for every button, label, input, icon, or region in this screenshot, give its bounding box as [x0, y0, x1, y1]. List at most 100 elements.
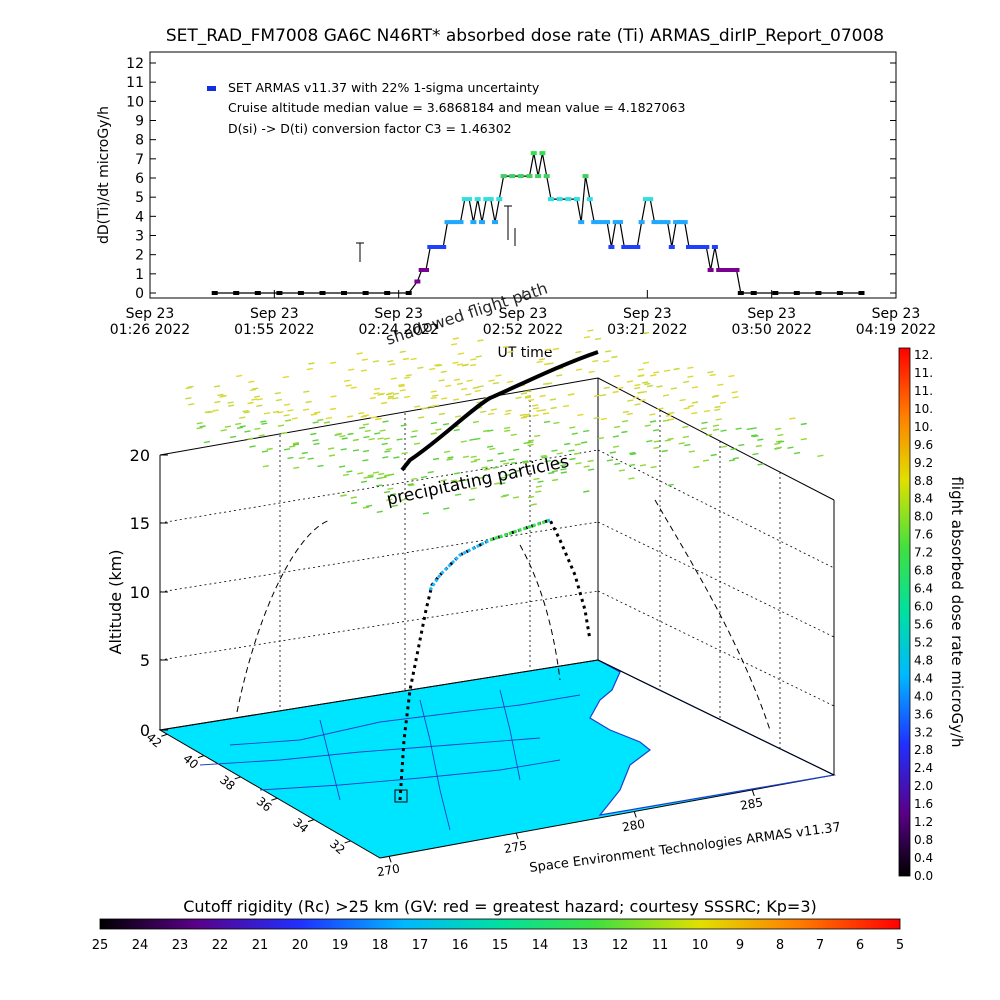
particle-dash — [456, 363, 464, 366]
dose-point — [319, 291, 326, 295]
particle-dash — [508, 458, 515, 461]
particle-dash — [507, 350, 514, 354]
particle-dash — [407, 483, 414, 486]
particle-dash — [587, 329, 594, 332]
particle-dash — [430, 390, 437, 393]
particle-dash — [663, 369, 671, 372]
particle-dash — [275, 398, 283, 402]
particle-dash — [229, 435, 237, 439]
dose-point — [211, 291, 218, 295]
particle-dash — [303, 390, 310, 393]
particle-dash — [550, 406, 557, 410]
particle-dash — [373, 387, 381, 391]
particle-dash — [377, 393, 384, 396]
particle-dash — [370, 416, 377, 419]
particle-dash — [356, 352, 363, 355]
particle-dash — [544, 460, 551, 463]
particle-dash — [474, 389, 481, 393]
particle-dash — [592, 359, 599, 363]
particle-dash — [239, 416, 246, 419]
particle-dash — [504, 473, 511, 477]
particle-dash — [410, 435, 417, 438]
particle-dash — [486, 459, 494, 462]
particle-dash — [452, 398, 460, 401]
particle-dash — [628, 477, 635, 480]
particle-dash — [244, 430, 251, 433]
y-tick-label: 6 — [135, 171, 144, 187]
rigidity-tick-label: 7 — [816, 938, 824, 953]
particle-dash — [384, 450, 391, 453]
particle-dash — [542, 382, 550, 385]
credit-text: Space Environment Technologies ARMAS v11… — [529, 820, 842, 876]
particle-dash — [535, 490, 542, 493]
particle-dash — [492, 382, 500, 385]
dose-point — [535, 174, 542, 179]
particle-dash — [317, 464, 324, 468]
colorbar-tick-label: 5.6 — [914, 617, 933, 631]
particle-dash — [653, 371, 660, 374]
colorbar-tick-label: 9.2 — [914, 456, 933, 470]
particle-dash — [548, 471, 555, 475]
particle-dash — [375, 484, 383, 487]
particle-dash — [362, 449, 370, 453]
particle-dash — [573, 452, 581, 455]
dose-point — [435, 245, 442, 249]
particle-dash — [650, 374, 657, 377]
particle-dash — [363, 435, 370, 439]
particle-dash — [571, 432, 578, 435]
dose-point — [630, 245, 636, 249]
particle-dash — [614, 462, 621, 466]
particle-dash — [487, 412, 495, 416]
particle-dash — [413, 405, 421, 408]
shadowed-flight-path-top — [400, 350, 599, 472]
dose-point — [673, 220, 680, 225]
particle-dash — [775, 446, 782, 449]
particle-dash — [594, 337, 602, 341]
particle-dash — [775, 440, 783, 443]
particle-dash — [587, 459, 594, 463]
particle-dash — [628, 463, 636, 467]
particle-dash — [664, 439, 671, 442]
particle-dash — [603, 360, 610, 363]
error-bars — [356, 205, 516, 262]
dose-point — [655, 220, 662, 225]
particle-dash — [712, 424, 720, 427]
3d-box — [159, 377, 835, 776]
particle-dash — [470, 460, 477, 463]
particle-dash — [523, 441, 530, 445]
particle-dash — [606, 459, 614, 462]
particle-dash — [646, 440, 653, 443]
particle-dash — [502, 494, 510, 497]
particle-dash — [330, 361, 337, 364]
particle-dash — [539, 394, 546, 398]
particle-dash — [728, 459, 736, 462]
dose-point — [405, 291, 412, 295]
particle-dash — [634, 386, 641, 390]
dose-point — [642, 197, 649, 202]
particle-dash — [627, 399, 634, 402]
particle-dash — [361, 358, 368, 361]
particle-dash — [254, 427, 261, 430]
particle-dash — [365, 504, 373, 508]
particle-dash — [401, 452, 408, 455]
x-tick-date: Sep 23 — [747, 306, 796, 322]
latitude-tick-mark — [271, 797, 278, 801]
particle-dash — [707, 371, 714, 374]
particle-dash — [350, 496, 357, 499]
dose-point — [703, 245, 710, 249]
particle-dash — [284, 419, 292, 422]
particle-dash — [374, 418, 382, 421]
particle-dash — [384, 473, 392, 477]
particle-dash — [203, 440, 211, 444]
particle-dash — [714, 408, 721, 411]
dose-point — [595, 220, 602, 225]
particle-dash — [543, 420, 551, 424]
particle-dash — [251, 398, 258, 401]
particle-dash — [327, 447, 335, 450]
y-tick-label: 7 — [135, 152, 144, 168]
particle-dash — [670, 387, 677, 390]
dose-point — [617, 220, 623, 225]
particle-dash — [247, 437, 254, 440]
particle-dash — [665, 414, 673, 417]
